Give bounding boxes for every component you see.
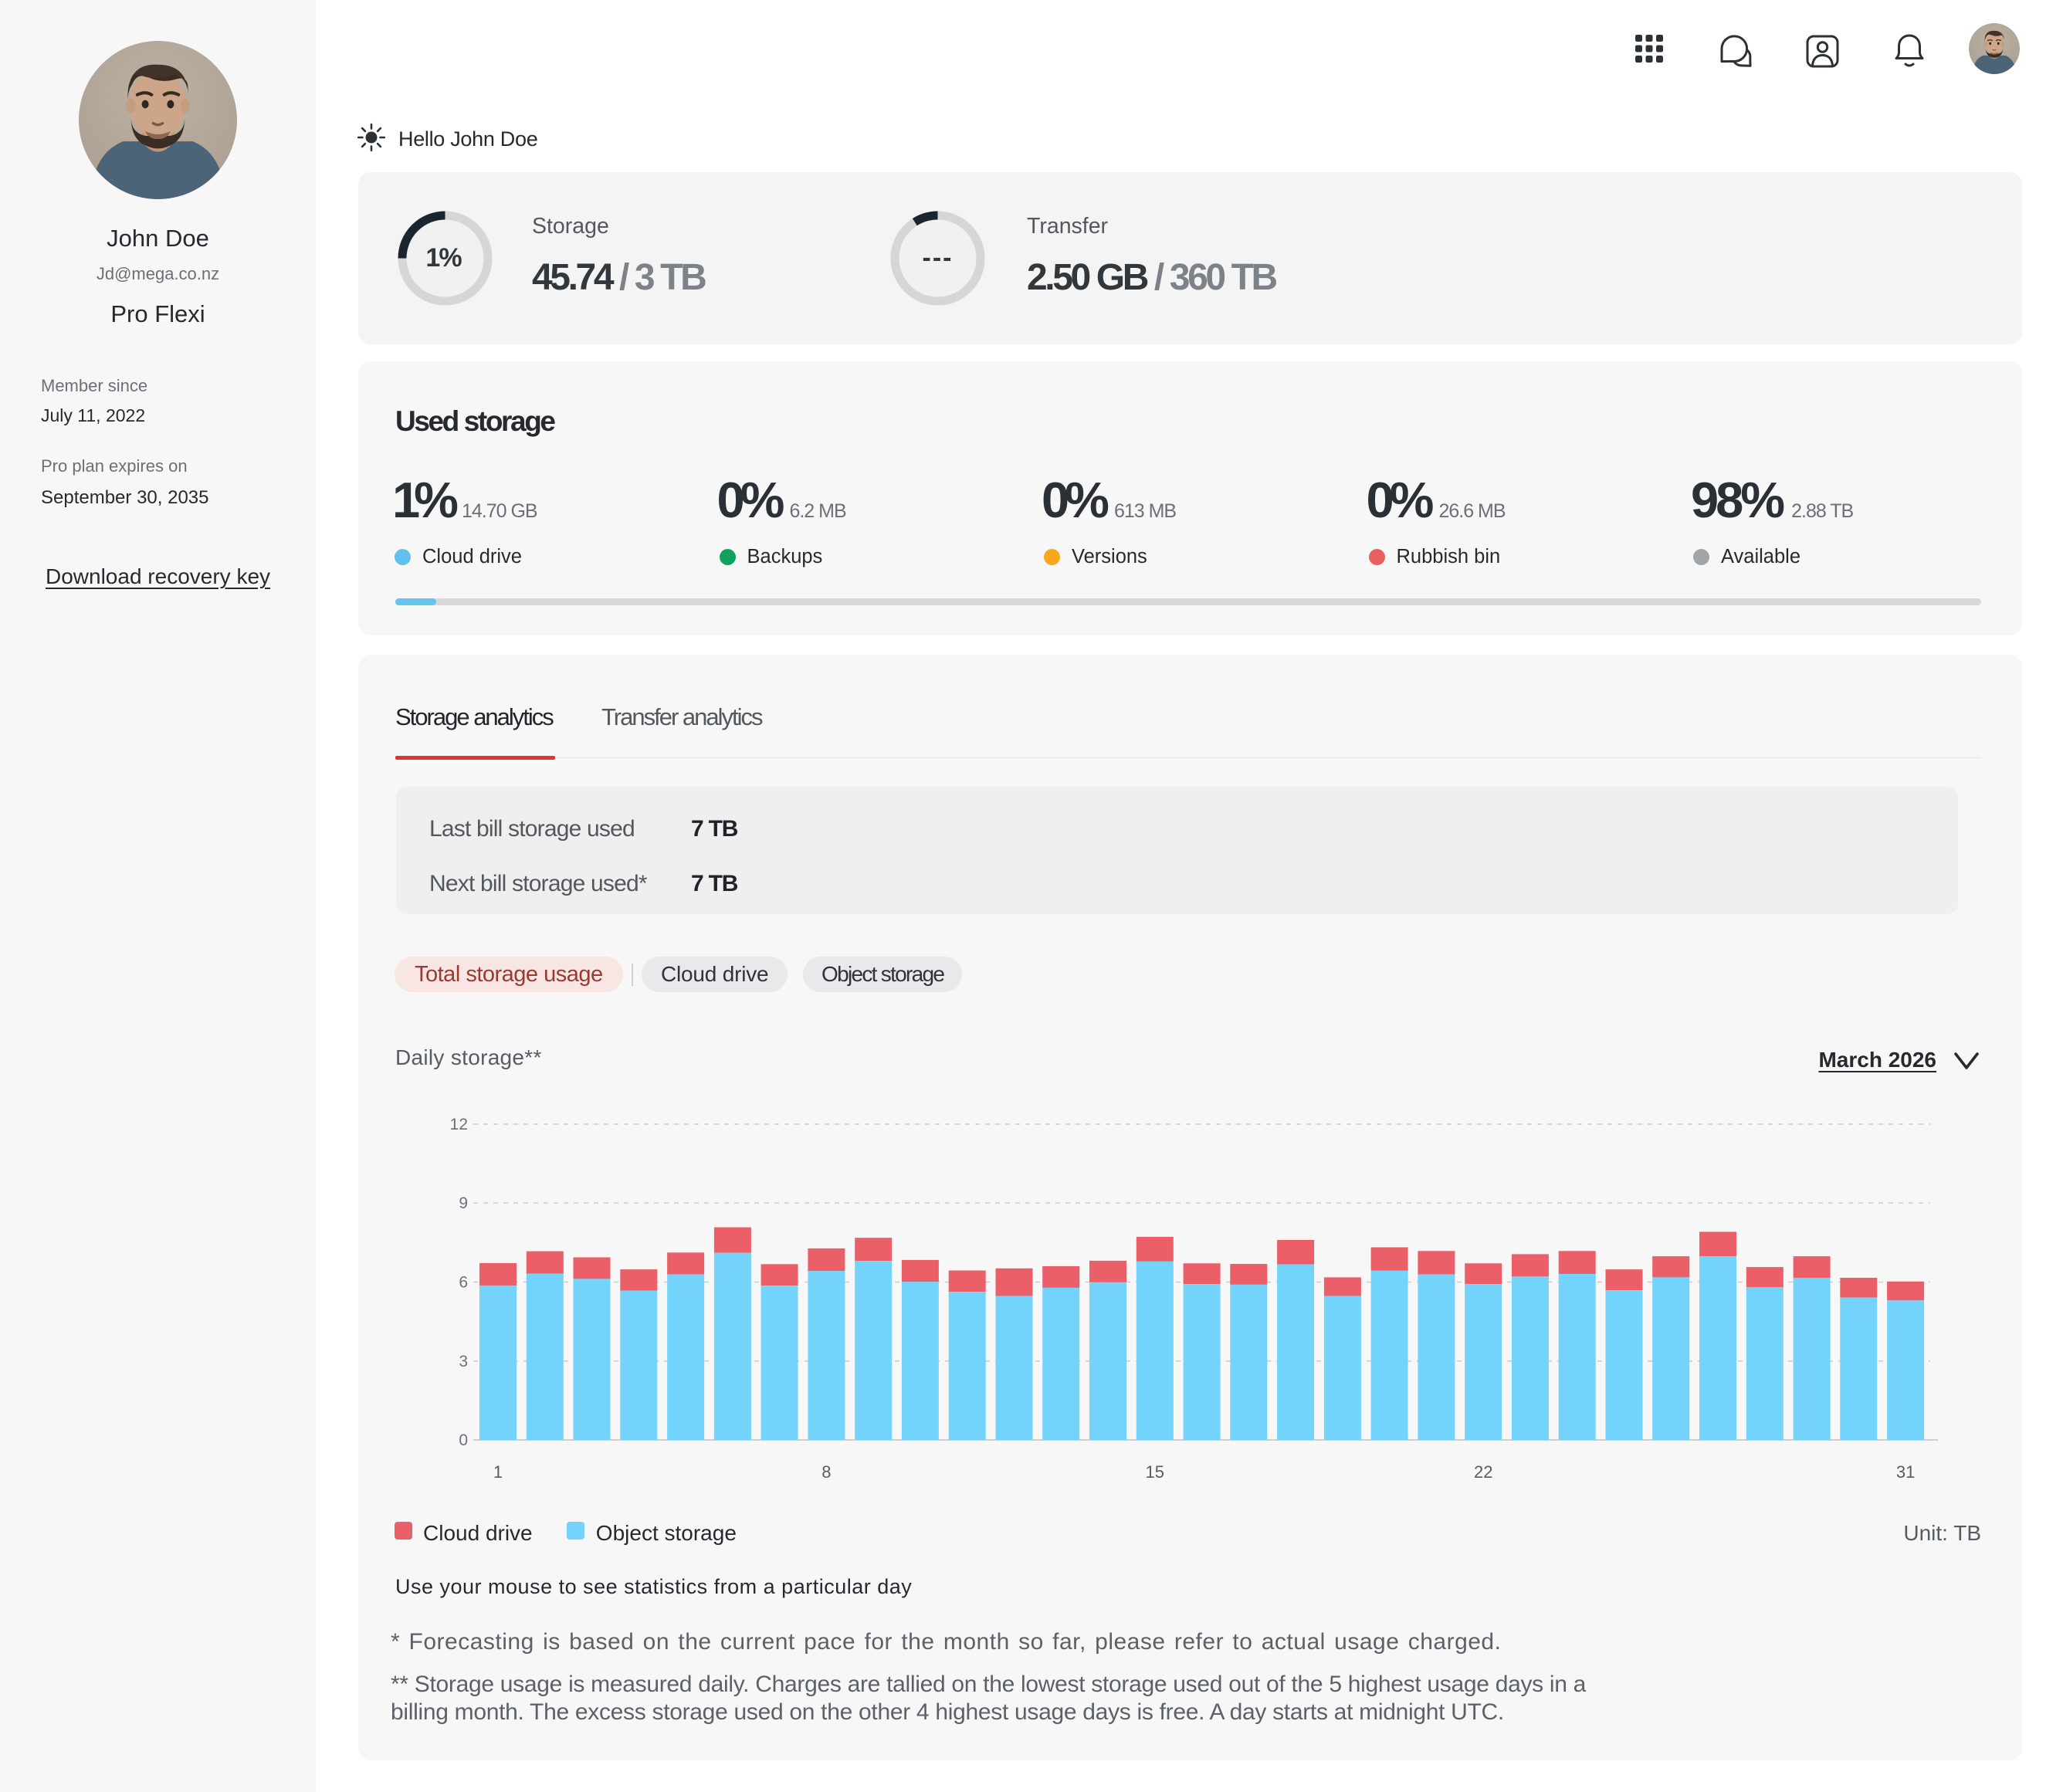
svg-text:12: 12 [450,1116,468,1133]
svg-text:---: --- [923,243,954,273]
svg-text:15: 15 [1146,1462,1164,1482]
svg-text:31: 31 [1896,1462,1915,1482]
svg-text:1%: 1% [425,243,462,273]
svg-text:1: 1 [493,1462,503,1482]
svg-text:8: 8 [821,1462,831,1482]
svg-text:3: 3 [459,1353,468,1370]
svg-text:0: 0 [459,1431,468,1449]
svg-text:6: 6 [459,1274,468,1292]
svg-text:9: 9 [459,1194,468,1212]
svg-text:22: 22 [1474,1462,1492,1482]
